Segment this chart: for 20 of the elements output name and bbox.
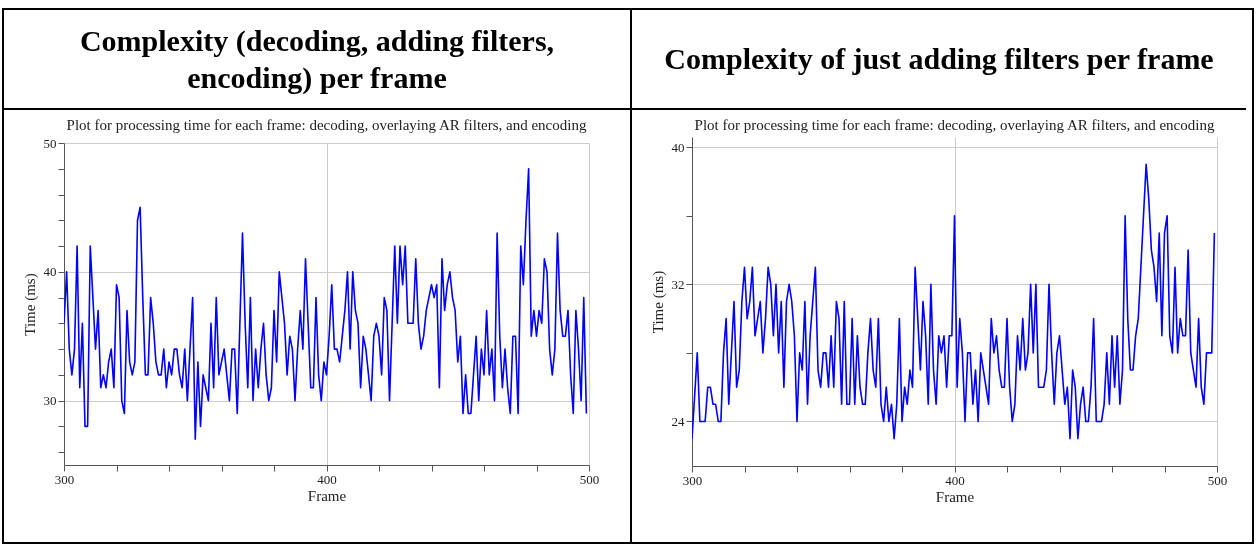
chart-title: Complexity (decoding, adding filters, encoding) per frame [4,10,630,110]
y-tick-label: 30 [43,393,57,409]
y-tick-label: 40 [43,264,57,280]
chart-subtitle: Plot for processing time for each frame: decoding, overlaying AR filters, and encoding [66,117,587,133]
y-tick-label: 32 [671,276,685,292]
x-axis-title: Frame [307,487,347,504]
x-tick-label: 500 [579,471,600,487]
y-tick-label: 24 [671,413,685,429]
x-tick-label: 300 [54,471,75,487]
y-tick-label: 40 [671,139,685,155]
x-tick-label: 300 [682,472,703,488]
chart-title: Complexity of just adding filters per frame [632,10,1246,110]
x-tick-label: 500 [1207,472,1228,488]
x-tick-label: 400 [945,472,965,488]
y-axis-title: Time (ms) [649,270,667,334]
x-tick-label: 400 [317,471,337,487]
chart-subtitle: Plot for processing time for each frame: decoding, overlaying AR filters, and encoding [694,117,1215,133]
x-axis-title: Frame [935,488,975,505]
y-axis-title: Time (ms) [21,273,39,336]
y-tick-label: 50 [43,135,57,151]
